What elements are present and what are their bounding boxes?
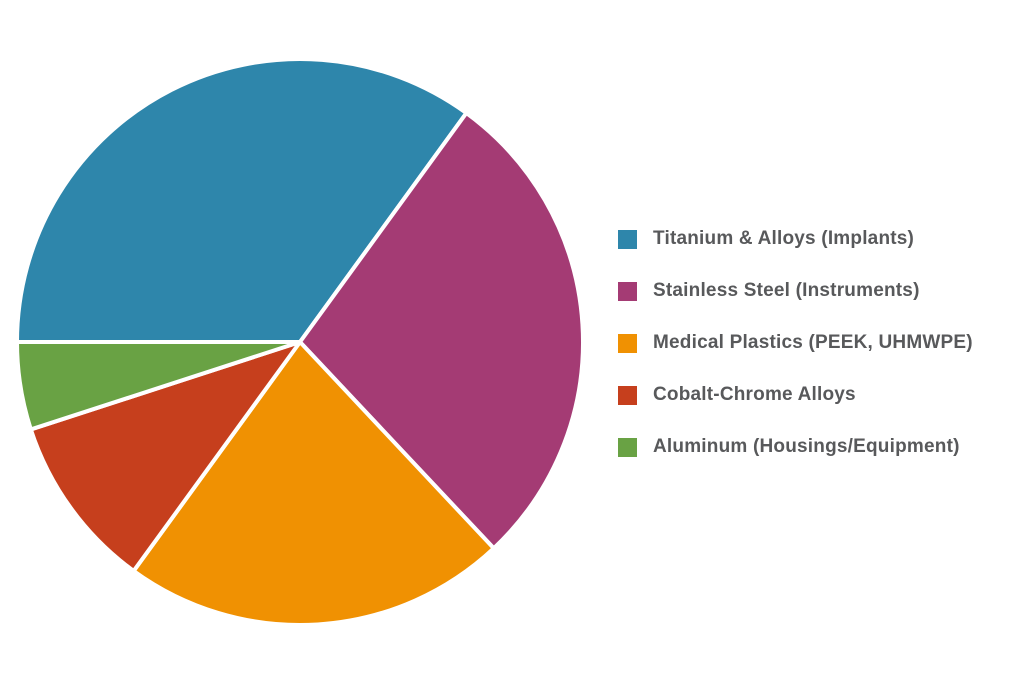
legend-swatch-medical-plastics <box>618 333 637 353</box>
legend-swatch-aluminum <box>618 437 637 457</box>
legend-label-cobalt-chrome: Cobalt-Chrome Alloys <box>653 384 856 405</box>
legend-item-aluminum: Aluminum (Housings/Equipment) <box>618 436 973 457</box>
pie-slice-1 <box>15 57 469 344</box>
legend-swatch-stainless-steel <box>618 281 637 301</box>
pie-chart <box>15 57 585 627</box>
pie-slice-4 <box>28 340 302 573</box>
legend-item-medical-plastics: Medical Plastics (PEEK, UHMWPE) <box>618 332 973 353</box>
legend-label-aluminum: Aluminum (Housings/Equipment) <box>653 436 960 457</box>
chart-legend: Titanium & Alloys (Implants) Stainless S… <box>618 228 973 457</box>
legend-label-stainless-steel: Stainless Steel (Instruments) <box>653 280 920 301</box>
pie-slice-5 <box>15 340 302 432</box>
pie-slice-2 <box>298 111 585 551</box>
legend-item-stainless-steel: Stainless Steel (Instruments) <box>618 280 973 301</box>
legend-label-titanium: Titanium & Alloys (Implants) <box>653 228 915 249</box>
legend-swatch-titanium <box>618 229 637 249</box>
legend-item-cobalt-chrome: Cobalt-Chrome Alloys <box>618 384 973 405</box>
legend-item-titanium: Titanium & Alloys (Implants) <box>618 228 973 249</box>
legend-label-medical-plastics: Medical Plastics (PEEK, UHMWPE) <box>653 332 973 353</box>
pie-slice-3 <box>131 340 496 627</box>
legend-swatch-cobalt-chrome <box>618 385 637 405</box>
